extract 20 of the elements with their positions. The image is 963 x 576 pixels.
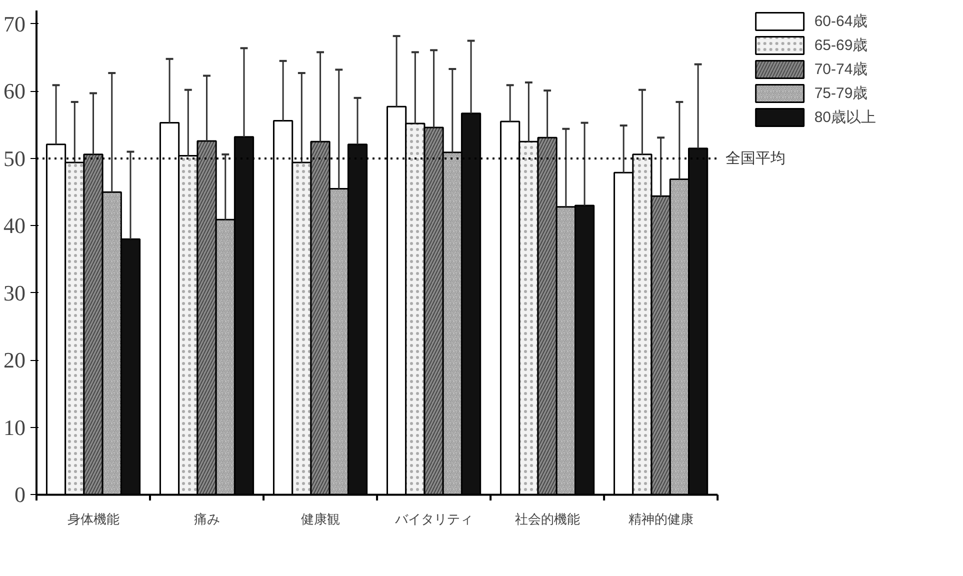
x-tick-label: 社会的機能 bbox=[514, 512, 580, 526]
y-tick-label: 20 bbox=[4, 348, 26, 373]
x-tick-label: 健康観 bbox=[300, 512, 340, 526]
y-tick-label: 70 bbox=[4, 11, 26, 36]
x-tick-label: 身体機能 bbox=[67, 512, 120, 526]
y-tick-label: 60 bbox=[4, 78, 26, 104]
y-tick-label: 40 bbox=[4, 213, 26, 238]
y-tick-label: 0 bbox=[14, 482, 26, 508]
y-tick-label: 30 bbox=[4, 280, 26, 306]
legend-label: 70-74歳 bbox=[814, 60, 868, 78]
legend-label: 65-69歳 bbox=[814, 36, 868, 54]
x-tick-label: バイタリティ bbox=[394, 512, 473, 526]
legend-label: 80歳以上 bbox=[814, 108, 876, 126]
legend-label: 75-79歳 bbox=[814, 84, 868, 102]
x-tick-label: 精神的健康 bbox=[628, 512, 694, 526]
y-tick-label: 10 bbox=[4, 414, 26, 440]
y-tick-label: 50 bbox=[4, 146, 26, 171]
legend-label: 60-64歳 bbox=[814, 12, 868, 30]
x-tick-label: 痛み bbox=[194, 512, 220, 526]
ref-line-label: 全国平均 bbox=[726, 150, 786, 167]
